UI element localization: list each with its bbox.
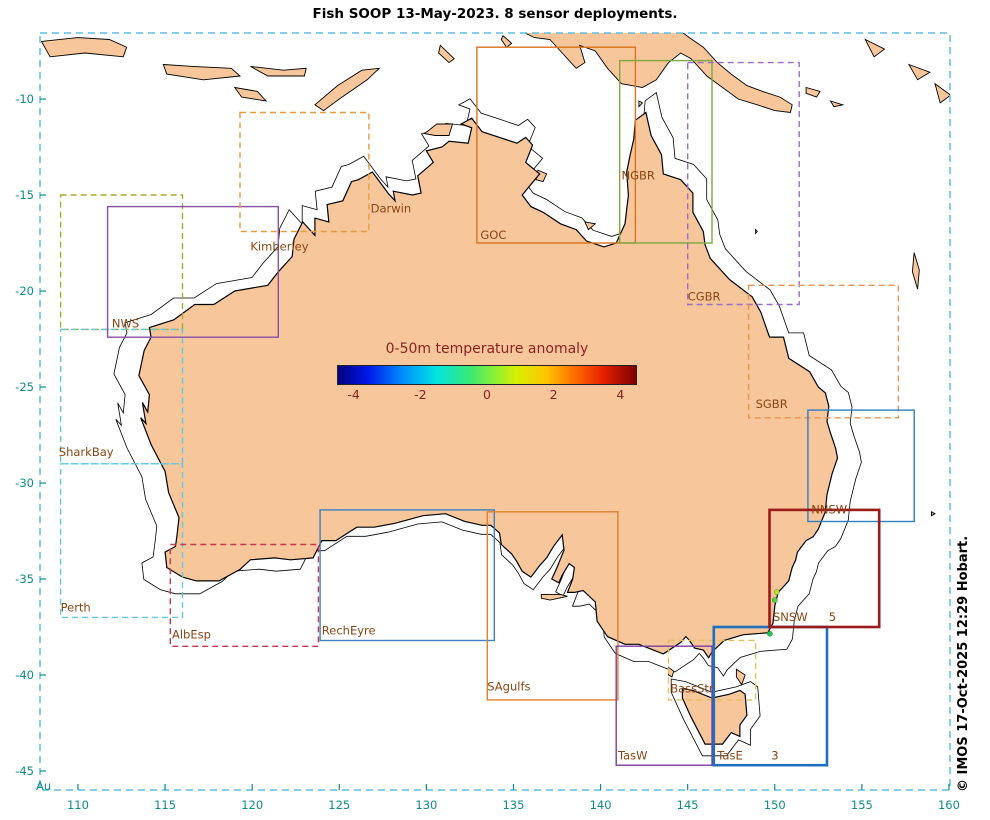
shelf-contour-tasmania xyxy=(670,678,761,757)
colorbar-tick-labels: -4 -2 0 2 4 xyxy=(337,387,637,403)
island-tanimbar xyxy=(438,44,455,64)
region-box-SharkBay xyxy=(59,328,184,465)
x-tick-label-150: 150 xyxy=(764,798,786,812)
island-kai xyxy=(500,34,513,48)
island-new-guinea xyxy=(523,33,793,113)
sensor-deployment-3 xyxy=(767,630,773,637)
region-box-Kimberley xyxy=(106,205,279,338)
region-box-RechEyre xyxy=(319,509,496,642)
sensor-deployment-2 xyxy=(772,597,778,603)
colorbar-title: 0-50m temperature anomaly xyxy=(385,341,589,357)
island-sumba xyxy=(233,86,268,102)
region-box-GOC xyxy=(476,46,637,244)
island-mornington xyxy=(584,221,597,231)
x-tick-label-120: 120 xyxy=(241,798,263,812)
island-chesterfield xyxy=(911,252,920,290)
x-tick-label-160: 160 xyxy=(938,798,960,812)
region-label-NWS: NWS xyxy=(112,317,139,331)
island-flores xyxy=(250,65,307,77)
y-tick-label--40: -40 xyxy=(15,668,34,682)
y-tick-label--25: -25 xyxy=(15,380,34,394)
island-coral-cay xyxy=(755,228,758,235)
y-tick-label--35: -35 xyxy=(15,572,34,586)
region-count-TasE: 3 xyxy=(771,749,778,763)
y-tick-label--10: -10 xyxy=(15,92,34,106)
region-box-NNSW xyxy=(807,409,915,523)
island-king xyxy=(668,666,675,678)
region-box-AlbEsp xyxy=(169,543,320,648)
region-label-GOC: GOC xyxy=(480,228,506,242)
island-louisiade-2 xyxy=(829,100,845,108)
colorbar-tick--4: -4 xyxy=(347,387,360,402)
australia-coastline xyxy=(138,111,839,659)
x-tick-label-140: 140 xyxy=(590,798,612,812)
island-lord-howe xyxy=(931,511,936,517)
region-label-SAgulfs: SAgulfs xyxy=(487,679,530,693)
island-melville xyxy=(423,123,454,136)
region-box-Darwin xyxy=(239,111,370,233)
y-tick-label--15: -15 xyxy=(15,188,34,202)
island-timor xyxy=(314,67,381,112)
corner-label: Au xyxy=(36,779,52,793)
y-tick-label--30: -30 xyxy=(15,476,34,490)
x-tick-label-135: 135 xyxy=(502,798,524,812)
x-tick-label-125: 125 xyxy=(328,798,350,812)
region-box-TasW xyxy=(615,645,713,766)
island-louisiade-1 xyxy=(805,86,821,98)
island-java xyxy=(40,37,128,58)
region-label-Darwin: Darwin xyxy=(371,201,412,215)
colorbar-gradient xyxy=(337,365,637,385)
region-box-NGBR xyxy=(619,59,713,244)
y-tick-label--20: -20 xyxy=(15,284,34,298)
colorbar-tick-2: 2 xyxy=(549,387,558,402)
sensor-deployment-1 xyxy=(774,589,780,595)
map-layers: NWS SharkBay Perth Kimberley Darwin GOC NGBR CG… xyxy=(40,33,950,767)
region-label-SGBR: SGBR xyxy=(756,397,788,411)
island-solomons-2 xyxy=(907,63,931,81)
colorbar-tick-4: 4 xyxy=(616,387,625,402)
colorbar: 0-50m temperature anomaly -4 -2 0 2 4 xyxy=(337,341,637,403)
island-guadalcanal xyxy=(934,82,950,104)
region-label-RechEyre: RechEyre xyxy=(322,624,376,638)
region-box-CGBR xyxy=(687,61,800,306)
region-label-Perth: Perth xyxy=(61,601,91,615)
x-tick-label-110: 110 xyxy=(67,798,89,812)
region-label-SharkBay: SharkBay xyxy=(59,445,114,459)
x-tick-label-155: 155 xyxy=(851,798,873,812)
region-label-BassStr: BassStr xyxy=(670,681,714,695)
island-torres xyxy=(638,100,644,108)
x-tick-label-130: 130 xyxy=(415,798,437,812)
island-kangaroo xyxy=(540,593,568,601)
plot-frame xyxy=(39,32,951,791)
island-flinders xyxy=(735,668,746,686)
region-box-Perth xyxy=(59,463,184,619)
y-tick-label--45: -45 xyxy=(15,764,34,778)
x-tick-label-145: 145 xyxy=(677,798,699,812)
region-label-NGBR: NGBR xyxy=(622,169,655,183)
region-box-SAgulfs xyxy=(486,511,619,701)
region-label-SNSW: SNSW xyxy=(773,610,808,624)
island-bali-chain xyxy=(162,64,242,81)
colorbar-tick--2: -2 xyxy=(414,387,427,402)
region-label-CGBR: CGBR xyxy=(688,290,721,304)
region-label-TasW: TasW xyxy=(617,749,648,763)
copyright-watermark: © IMOS 17-Oct-2025 12:29 Hobart. xyxy=(956,535,971,792)
region-box-SGBR xyxy=(747,284,900,419)
region-label-AlbEsp: AlbEsp xyxy=(172,628,211,642)
region-label-NNSW: NNSW xyxy=(811,503,847,517)
colorbar-tick-0: 0 xyxy=(483,387,491,402)
region-box-SNSW xyxy=(768,508,881,629)
island-solomons-1 xyxy=(864,38,886,58)
region-box-NWS xyxy=(59,194,184,331)
x-tick-label-115: 115 xyxy=(154,798,176,812)
region-label-Kimberley: Kimberley xyxy=(250,240,308,254)
region-label-TasE: TasE xyxy=(716,749,742,763)
figure-title: Fish SOOP 13-May-2023. 8 sensor deployme… xyxy=(312,6,678,22)
region-count-SNSW: 5 xyxy=(829,610,836,624)
